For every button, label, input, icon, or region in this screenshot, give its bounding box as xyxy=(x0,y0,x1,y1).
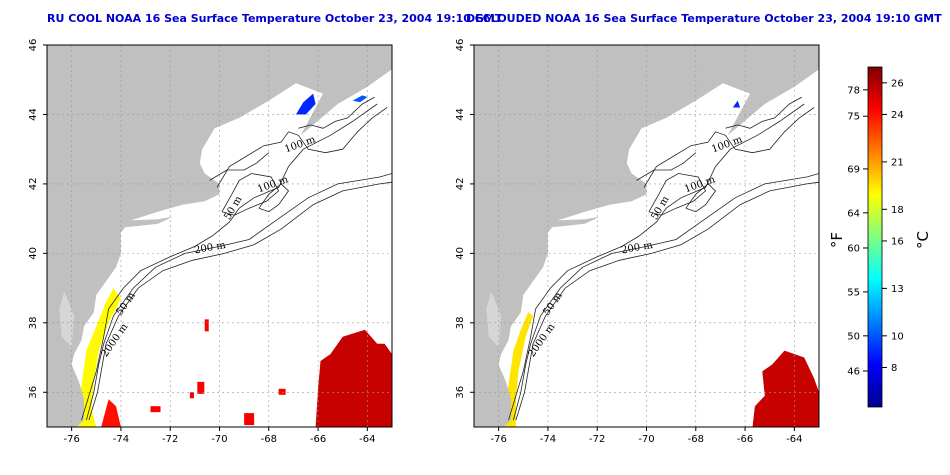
bathymetry-contour xyxy=(648,173,707,216)
bathymetry-contour xyxy=(508,103,805,421)
land-shade xyxy=(59,291,75,348)
sst-cold-patch xyxy=(352,95,368,103)
celsius-tick-label: 24 xyxy=(891,110,904,121)
bathymetry-contour xyxy=(515,181,819,421)
sst-cold-patch xyxy=(732,100,741,108)
sst-coastal-patch xyxy=(74,288,121,427)
y-tick-label: 40 xyxy=(455,247,466,260)
bathymetry-contour xyxy=(88,181,392,421)
bathymetry-contour xyxy=(513,173,819,421)
y-tick-label: 42 xyxy=(28,178,39,191)
bathymetry-contour xyxy=(298,96,375,129)
celsius-tick-label: 18 xyxy=(891,205,904,216)
y-tick-label: 38 xyxy=(28,316,39,329)
sst-cold-patch xyxy=(295,93,316,115)
contour-label: 200 m xyxy=(620,240,654,256)
x-tick-label: -66 xyxy=(737,434,753,445)
sst-warm-patch xyxy=(315,329,392,427)
sst-speckle xyxy=(150,406,161,413)
bathymetry-contour xyxy=(258,183,290,213)
fahrenheit-tick-label: 69 xyxy=(847,164,860,175)
bathymetry-contour xyxy=(86,173,392,421)
sst-speckle xyxy=(278,388,286,395)
x-tick-label: -76 xyxy=(490,434,506,445)
fahrenheit-tick-label: 46 xyxy=(847,366,860,377)
y-tick-label: 36 xyxy=(28,386,39,399)
x-tick-label: -76 xyxy=(63,434,79,445)
x-tick-label: -68 xyxy=(688,434,704,445)
bathymetry-contour xyxy=(636,152,697,181)
y-tick-label: 46 xyxy=(455,39,466,52)
x-tick-label: -66 xyxy=(310,434,326,445)
y-tick-label: 38 xyxy=(455,316,466,329)
y-tick-label: 44 xyxy=(28,108,39,121)
map-panels: RU COOL NOAA 16 Sea Surface Temperature … xyxy=(28,12,942,445)
fahrenheit-tick-label: 64 xyxy=(847,208,860,219)
y-tick-label: 36 xyxy=(455,386,466,399)
y-tick-label: 44 xyxy=(455,108,466,121)
fahrenheit-tick-label: 55 xyxy=(847,287,860,298)
sst-speckle xyxy=(197,381,205,394)
land-shade xyxy=(486,291,502,348)
x-tick-label: -64 xyxy=(786,434,802,445)
fahrenheit-tick-label: 78 xyxy=(847,85,860,96)
land-mass xyxy=(47,45,392,427)
fahrenheit-tick-label: 75 xyxy=(847,112,860,123)
colorbar-scale xyxy=(867,66,883,408)
y-tick-label: 40 xyxy=(28,247,39,260)
fahrenheit-tick-label: 50 xyxy=(847,331,860,342)
land-mass xyxy=(474,45,819,427)
y-tick-label: 42 xyxy=(455,178,466,191)
bathymetry-contour xyxy=(221,173,280,216)
x-tick-label: -68 xyxy=(261,434,277,445)
sst-gulfstream-patch xyxy=(101,399,121,427)
bathymetry-contour xyxy=(81,103,378,421)
x-tick-label: -74 xyxy=(113,434,129,445)
contour-label: 200 m xyxy=(193,240,227,256)
bathymetry-contour xyxy=(725,96,802,129)
x-tick-label: -64 xyxy=(359,434,375,445)
long-island xyxy=(552,216,600,228)
bathymetry-contour xyxy=(643,107,815,188)
x-tick-label: -70 xyxy=(211,434,227,445)
map-title: RU COOL NOAA 16 Sea Surface Temperature … xyxy=(47,12,503,25)
x-tick-label: -72 xyxy=(589,434,605,445)
map-title: DECLOUDED NOAA 16 Sea Surface Temperatur… xyxy=(466,12,942,25)
x-tick-label: -74 xyxy=(540,434,556,445)
map-panel-1: RU COOL NOAA 16 Sea Surface Temperature … xyxy=(28,12,503,445)
sst-speckle xyxy=(189,392,194,399)
x-tick-label: -72 xyxy=(162,434,178,445)
sst-warm-patch xyxy=(752,350,819,427)
fahrenheit-unit: °F xyxy=(828,232,846,248)
celsius-tick-label: 10 xyxy=(891,331,904,342)
celsius-tick-label: 13 xyxy=(891,284,904,295)
sst-speckle xyxy=(204,319,209,332)
bathymetry-contour xyxy=(216,107,388,188)
sst-speckle xyxy=(244,413,255,426)
bathymetry-contour xyxy=(209,152,270,181)
x-tick-label: -70 xyxy=(638,434,654,445)
long-island xyxy=(125,216,173,228)
celsius-tick-label: 26 xyxy=(891,78,904,89)
celsius-tick-label: 21 xyxy=(891,157,904,168)
celsius-tick-label: 8 xyxy=(891,363,897,374)
celsius-tick-label: 16 xyxy=(891,236,904,247)
map-panel-2: DECLOUDED NOAA 16 Sea Surface Temperatur… xyxy=(455,12,942,445)
y-tick-label: 46 xyxy=(28,39,39,52)
celsius-unit: °C xyxy=(914,231,932,249)
colorbar: 26 24 21 18 16 13 10 8 78 75 69 64 60 55 50 46 °F °C xyxy=(828,66,932,408)
fahrenheit-tick-label: 60 xyxy=(847,243,860,254)
bathymetry-contour xyxy=(685,183,717,213)
